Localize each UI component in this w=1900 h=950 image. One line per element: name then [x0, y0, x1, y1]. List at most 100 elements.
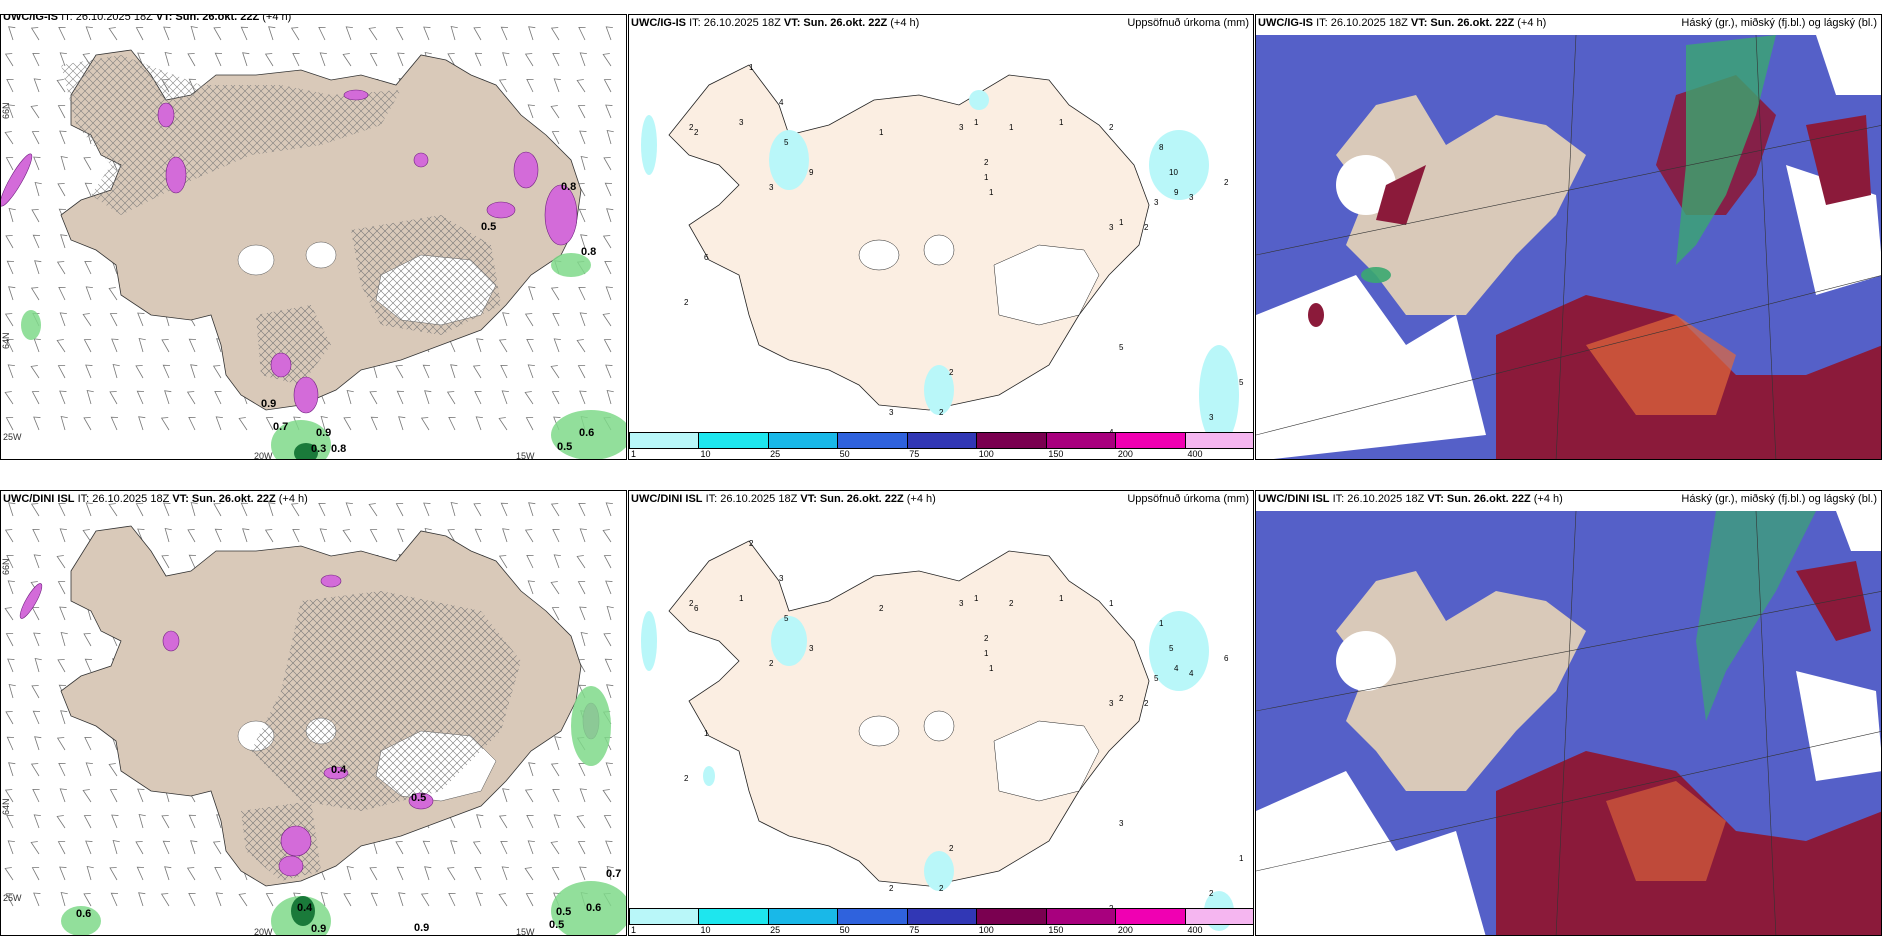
- wind-barb: [111, 338, 119, 353]
- colorbar-swatch: [630, 909, 700, 924]
- wind-barb: [578, 503, 586, 517]
- svg-text:0.3: 0.3: [311, 443, 326, 455]
- svg-text:0.8: 0.8: [331, 443, 346, 455]
- wind-barb: [498, 79, 508, 93]
- wind-barb: [550, 105, 560, 119]
- svg-text:15W: 15W: [516, 451, 535, 460]
- svg-text:15W: 15W: [516, 927, 535, 936]
- wind-barb: [526, 815, 534, 829]
- wind-barb: [135, 365, 144, 379]
- wind-barb: [423, 502, 431, 517]
- precip-amount-label: 1: [1059, 118, 1064, 127]
- wind-barb: [320, 892, 328, 907]
- wind-barb: [604, 182, 613, 197]
- wind-barb: [579, 312, 587, 327]
- wind-barb: [4, 607, 14, 621]
- precip-amount-label: 2: [749, 539, 754, 548]
- wind-barb: [82, 529, 92, 543]
- wind-barb: [603, 633, 612, 647]
- wind-barb: [213, 503, 222, 517]
- wind-barb: [5, 893, 14, 907]
- wind-barb: [604, 261, 612, 275]
- panel-row2-left: UWC/DINI ISL IT: 26.10.2025 18Z VT: Sun.…: [0, 490, 627, 936]
- wind-barb: [4, 391, 14, 405]
- wind-barb: [31, 867, 40, 881]
- wind-barb: [475, 892, 483, 907]
- svg-text:0.5: 0.5: [411, 792, 426, 804]
- wind-barb: [238, 893, 248, 907]
- wind-barb: [136, 866, 145, 881]
- wind-barb: [34, 736, 42, 751]
- wind-barb: [342, 529, 352, 543]
- wind-barb: [527, 364, 535, 379]
- precip-amount-label: 8: [1159, 143, 1164, 152]
- wind-barb: [33, 554, 41, 569]
- wind-barb: [580, 156, 588, 171]
- wind-barb: [605, 580, 613, 595]
- svg-text:0.9: 0.9: [261, 398, 276, 410]
- wind-barb: [579, 52, 587, 67]
- wind-barb: [526, 79, 534, 93]
- precip-amount-label: 5: [784, 614, 789, 623]
- wind-barb: [578, 763, 586, 777]
- wind-barb: [552, 53, 560, 67]
- wind-barb: [83, 417, 92, 431]
- colorbar-swatch: [907, 433, 978, 448]
- precip-amount-label: 1: [1009, 123, 1014, 132]
- wind-barb: [186, 391, 196, 405]
- wind-barb: [162, 840, 171, 855]
- wind-barb: [163, 502, 171, 517]
- wind-barb: [4, 789, 14, 803]
- wind-barb: [422, 840, 431, 855]
- wind-barb: [110, 892, 119, 907]
- wind-barb: [606, 606, 614, 621]
- wind-barb: [8, 26, 16, 41]
- wind-barb: [56, 815, 66, 829]
- wind-barb: [188, 814, 197, 829]
- wind-barb: [7, 364, 15, 379]
- svg-text:0.6: 0.6: [579, 427, 594, 439]
- wind-barb: [342, 53, 352, 67]
- wind-barb: [138, 892, 146, 907]
- precip-amount-label: 5: [1154, 674, 1159, 683]
- svg-text:0.7: 0.7: [606, 868, 621, 880]
- wind-barb: [240, 502, 249, 517]
- panel-right-label: Háský (gr.), miðský (fj.bl.) og lágský (…: [1681, 17, 1877, 29]
- precip-amount-label: 1: [974, 594, 979, 603]
- wind-barb: [138, 416, 146, 431]
- colorbar-tick: 25: [770, 925, 781, 935]
- precip-amount-label: 4: [1189, 669, 1194, 678]
- wind-barb: [526, 555, 534, 569]
- wind-barb: [31, 209, 40, 223]
- precip-amount-label: 4: [779, 98, 784, 107]
- wind-barb: [57, 365, 66, 379]
- precip-amount-label: 1: [704, 729, 709, 738]
- colorbar-swatch: [699, 433, 769, 448]
- colorbar-swatch: [768, 909, 839, 924]
- precip-amount-label: 2: [939, 408, 944, 417]
- wind-barb: [498, 339, 508, 353]
- wind-barb: [603, 815, 612, 829]
- wind-barb: [6, 260, 15, 275]
- wind-barb: [395, 27, 404, 41]
- wind-barb: [420, 893, 430, 907]
- wind-barb: [242, 528, 250, 543]
- wind-barb: [502, 528, 510, 543]
- precip-amount-label: 1: [989, 664, 994, 673]
- wind-barb: [110, 416, 119, 431]
- precip-amount-label: 3: [889, 408, 894, 417]
- panel-title: UWC/DINI ISL IT: 26.10.2025 18Z VT: Sun.…: [1258, 493, 1563, 505]
- wind-barb: [603, 79, 612, 93]
- precip-amount-label: 2: [984, 634, 989, 643]
- wind-barb: [550, 581, 560, 595]
- colorbar: [629, 432, 1253, 449]
- wind-barb: [292, 529, 300, 543]
- panel-row2-middle: UWC/DINI ISL IT: 26.10.2025 18Z VT: Sun.…: [628, 490, 1254, 936]
- wind-barb: [606, 684, 614, 699]
- colorbar-tick: 400: [1187, 925, 1203, 935]
- panel-title: UWC/DINI ISL IT: 26.10.2025 18Z VT: Sun.…: [631, 493, 936, 505]
- wind-barb: [83, 815, 92, 829]
- wind-barb: [605, 104, 613, 119]
- colorbar-swatch: [838, 909, 908, 924]
- wind-barb: [34, 182, 42, 197]
